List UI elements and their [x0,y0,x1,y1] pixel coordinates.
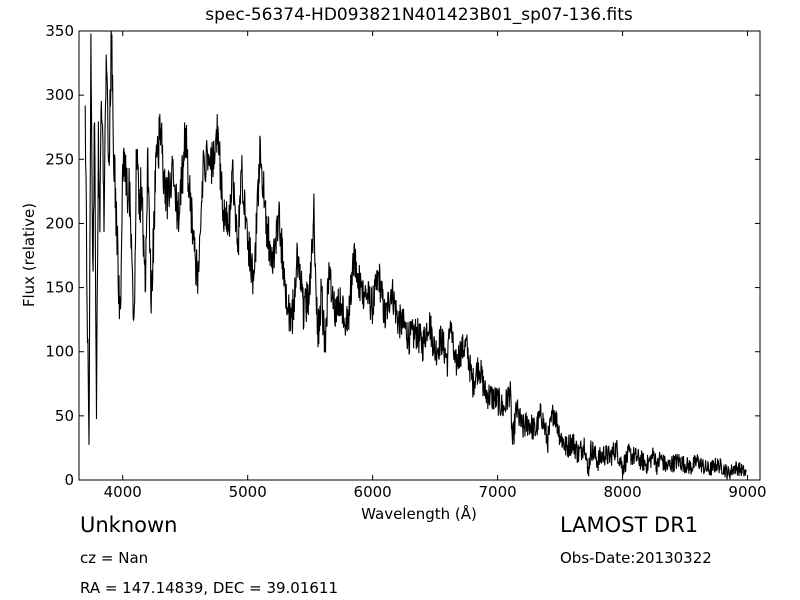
survey-label: LAMOST DR1 [560,513,699,537]
y-tick-label: 200 [45,214,74,232]
axes: 4000 5000 6000 7000 8000 9000 0 50 100 150 200 250 3… [45,22,766,501]
y-tick-label: 100 [45,343,74,361]
x-tick-label: 4000 [104,483,142,501]
y-tick-label: 250 [45,150,74,168]
spectrum-line [84,31,747,480]
redshift-label: cz = Nan [80,549,149,567]
x-tick-label: 9000 [728,483,766,501]
chart-title: spec-56374-HD093821N401423B01_sp07-136.f… [205,5,633,25]
y-axis-title: Flux (relative) [20,202,38,308]
obs-date-label: Obs-Date:20130322 [560,549,712,567]
object-class-label: Unknown [80,513,178,537]
y-tick-label: 350 [45,22,74,40]
x-tick-label: 6000 [354,483,392,501]
coordinates-label: RA = 147.14839, DEC = 39.01611 [80,579,339,597]
y-tick-label: 300 [45,86,74,104]
x-tick-label: 8000 [603,483,641,501]
y-tick-label: 50 [55,407,74,425]
y-tick-label: 0 [64,471,74,489]
x-tick-label: 7000 [479,483,517,501]
x-axis-title: Wavelength (Å) [361,505,477,523]
y-tick-label: 150 [45,279,74,297]
axes-frame [78,30,761,481]
x-tick-label: 5000 [229,483,267,501]
plot-area [84,31,747,480]
